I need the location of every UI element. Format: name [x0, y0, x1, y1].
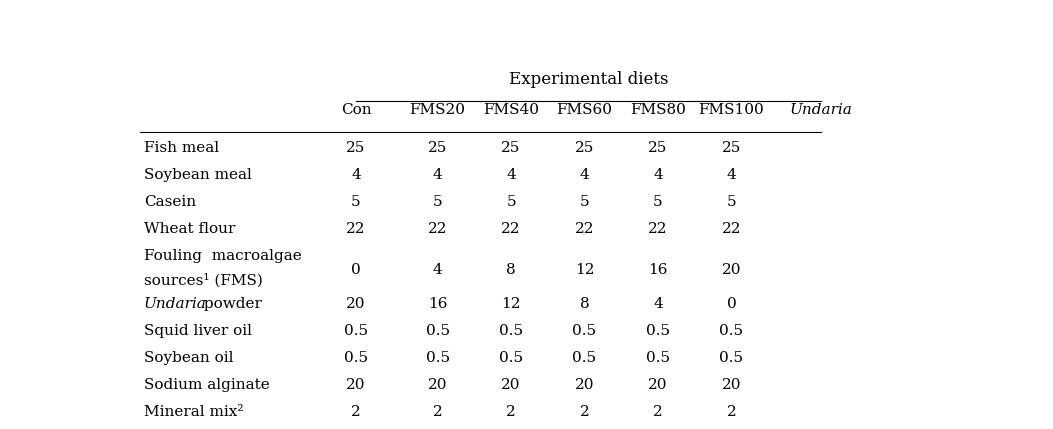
Text: Soybean meal: Soybean meal — [144, 168, 252, 182]
Text: Soybean oil: Soybean oil — [144, 351, 234, 365]
Text: 0: 0 — [351, 263, 361, 277]
Text: FMS80: FMS80 — [630, 103, 686, 117]
Text: 2: 2 — [653, 405, 663, 419]
Text: 5: 5 — [433, 195, 442, 209]
Text: 2: 2 — [506, 405, 516, 419]
Text: 0.5: 0.5 — [425, 324, 450, 338]
Text: 4: 4 — [351, 168, 361, 182]
Text: Casein: Casein — [144, 195, 196, 209]
Text: 25: 25 — [428, 141, 448, 155]
Text: 20: 20 — [721, 378, 741, 392]
Text: 12: 12 — [575, 263, 594, 277]
Text: 5: 5 — [727, 195, 736, 209]
Text: Fouling  macroalgae: Fouling macroalgae — [144, 249, 301, 263]
Text: 2: 2 — [727, 405, 736, 419]
Text: sources¹ (FMS): sources¹ (FMS) — [144, 274, 263, 288]
Text: Experimental diets: Experimental diets — [509, 71, 669, 88]
Text: 22: 22 — [428, 222, 448, 236]
Text: FMS100: FMS100 — [698, 103, 764, 117]
Text: Con: Con — [341, 103, 372, 117]
Text: 4: 4 — [579, 168, 590, 182]
Text: 0.5: 0.5 — [344, 351, 369, 365]
Text: 0.5: 0.5 — [425, 351, 450, 365]
Text: 0.5: 0.5 — [499, 324, 523, 338]
Text: FMS40: FMS40 — [483, 103, 539, 117]
Text: FMS20: FMS20 — [410, 103, 465, 117]
Text: 25: 25 — [649, 141, 668, 155]
Text: Mineral mix²: Mineral mix² — [144, 405, 243, 419]
Text: 5: 5 — [653, 195, 662, 209]
Text: 25: 25 — [501, 141, 521, 155]
Text: 5: 5 — [580, 195, 590, 209]
Text: 20: 20 — [575, 378, 594, 392]
Text: 0.5: 0.5 — [719, 351, 743, 365]
Text: 4: 4 — [433, 168, 442, 182]
Text: 20: 20 — [721, 263, 741, 277]
Text: 8: 8 — [580, 297, 590, 311]
Text: Squid liver oil: Squid liver oil — [144, 324, 252, 338]
Text: 0: 0 — [727, 297, 736, 311]
Text: 25: 25 — [721, 141, 741, 155]
Text: 25: 25 — [575, 141, 594, 155]
Text: 4: 4 — [506, 168, 516, 182]
Text: Wheat flour: Wheat flour — [144, 222, 235, 236]
Text: 20: 20 — [501, 378, 521, 392]
Text: Undaria: Undaria — [144, 297, 206, 311]
Text: 20: 20 — [649, 378, 668, 392]
Text: Sodium alginate: Sodium alginate — [144, 378, 270, 392]
Text: 0.5: 0.5 — [645, 351, 670, 365]
Text: 4: 4 — [653, 297, 663, 311]
Text: 22: 22 — [501, 222, 521, 236]
Text: Fish meal: Fish meal — [144, 141, 219, 155]
Text: 22: 22 — [649, 222, 668, 236]
Text: 20: 20 — [346, 297, 365, 311]
Text: 20: 20 — [346, 378, 365, 392]
Text: 4: 4 — [433, 263, 442, 277]
Text: 8: 8 — [506, 263, 516, 277]
Text: 16: 16 — [649, 263, 668, 277]
Text: 20: 20 — [428, 378, 448, 392]
Text: 22: 22 — [721, 222, 741, 236]
Text: 0.5: 0.5 — [573, 351, 597, 365]
Text: 5: 5 — [352, 195, 361, 209]
Text: 0.5: 0.5 — [645, 324, 670, 338]
Text: 4: 4 — [727, 168, 736, 182]
Text: 22: 22 — [575, 222, 594, 236]
Text: 16: 16 — [428, 297, 448, 311]
Text: 0.5: 0.5 — [719, 324, 743, 338]
Text: Undaria: Undaria — [790, 103, 853, 117]
Text: 2: 2 — [351, 405, 361, 419]
Text: powder: powder — [199, 297, 261, 311]
Text: 12: 12 — [501, 297, 521, 311]
Text: 2: 2 — [579, 405, 590, 419]
Text: 0.5: 0.5 — [573, 324, 597, 338]
Text: 0.5: 0.5 — [499, 351, 523, 365]
Text: 5: 5 — [506, 195, 516, 209]
Text: 0.5: 0.5 — [344, 324, 369, 338]
Text: 22: 22 — [346, 222, 365, 236]
Text: FMS60: FMS60 — [557, 103, 613, 117]
Text: 4: 4 — [653, 168, 663, 182]
Text: 25: 25 — [346, 141, 365, 155]
Text: 2: 2 — [433, 405, 442, 419]
